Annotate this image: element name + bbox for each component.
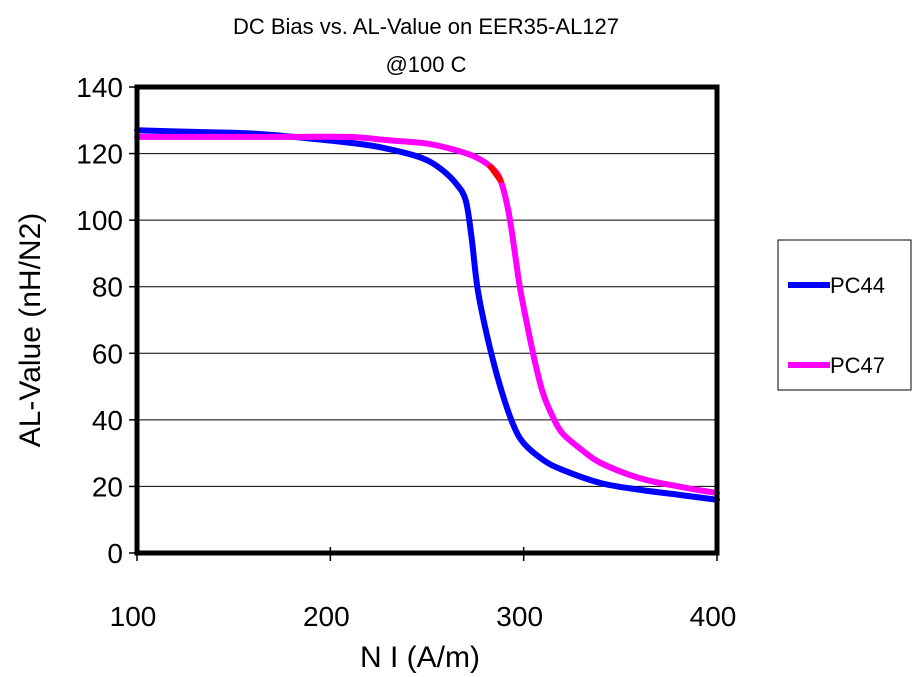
x-tick-label: 200 [303,601,350,632]
y-tick-label: 20 [92,471,123,502]
x-tick-label: 100 [110,601,157,632]
x-tick-label: 300 [496,601,543,632]
series-highlight-pc47 [487,163,504,184]
y-tick-label: 40 [92,405,123,436]
y-tick-label: 80 [92,272,123,303]
y-tick-label: 60 [92,338,123,369]
axis-ticks: 0 20 40 60 80 100 120 140 100 200 300 400 [76,72,736,632]
series-line-pc44 [134,127,720,503]
legend-label-pc47: PC47 [830,353,885,378]
series-line-pc47 [134,133,720,497]
grid-lines [137,153,717,487]
chart-subtitle: @100 C [385,52,467,77]
y-axis-label: AL-Value (nH/N2) [14,213,47,448]
plot-frame [134,84,720,556]
legend: PC44 PC47 [777,239,912,391]
y-tick-label: 140 [76,72,123,103]
chart-title: DC Bias vs. AL-Value on EER35-AL127 [232,14,620,39]
y-tick-label: 0 [107,538,123,569]
y-tick-label: 120 [76,139,123,170]
x-axis-label: N I (A/m) [360,641,480,674]
y-tick-label: 100 [76,205,123,236]
series-lines [134,127,720,503]
legend-label-pc44: PC44 [830,273,885,298]
x-tick-label: 400 [690,601,737,632]
